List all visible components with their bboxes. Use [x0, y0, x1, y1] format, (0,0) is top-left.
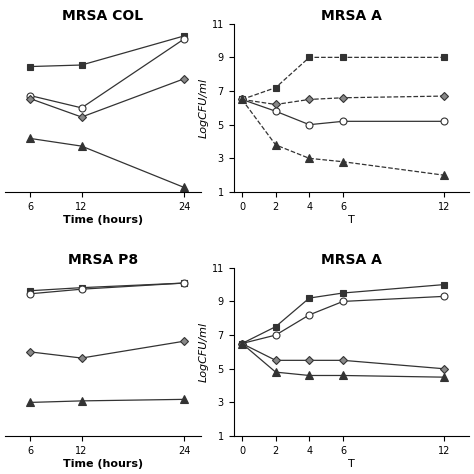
Title: MRSA COL: MRSA COL [63, 9, 144, 23]
Y-axis label: LogCFU/ml: LogCFU/ml [199, 322, 209, 382]
Title: MRSA P8: MRSA P8 [68, 253, 138, 266]
Title: MRSA A: MRSA A [321, 9, 382, 23]
Y-axis label: LogCFU/ml: LogCFU/ml [199, 78, 209, 138]
X-axis label: Time (hours): Time (hours) [63, 215, 143, 225]
X-axis label: T: T [348, 215, 355, 225]
Title: MRSA A: MRSA A [321, 253, 382, 266]
X-axis label: Time (hours): Time (hours) [63, 458, 143, 469]
X-axis label: T: T [348, 458, 355, 469]
